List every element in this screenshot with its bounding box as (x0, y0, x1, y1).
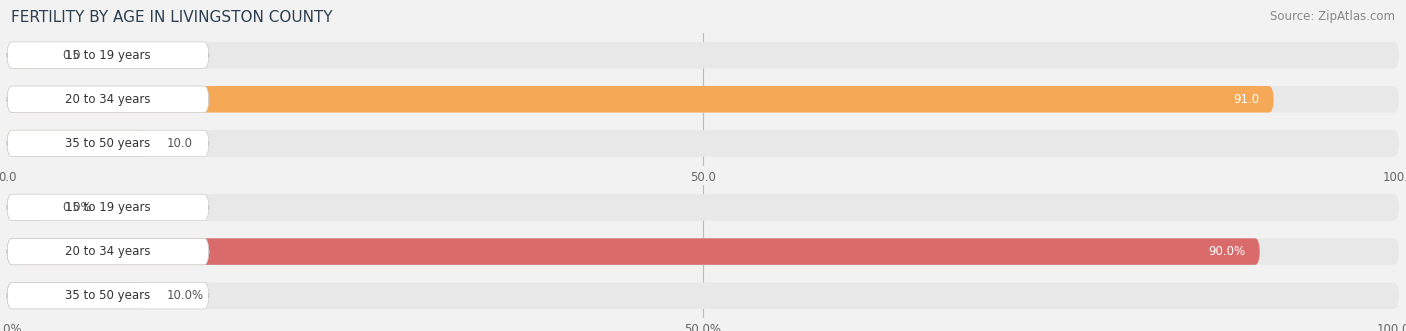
FancyBboxPatch shape (7, 238, 209, 265)
Text: 0.0: 0.0 (63, 49, 82, 62)
FancyBboxPatch shape (7, 42, 209, 69)
FancyBboxPatch shape (7, 130, 146, 157)
FancyBboxPatch shape (7, 282, 146, 309)
FancyBboxPatch shape (7, 42, 1399, 69)
FancyBboxPatch shape (7, 282, 1399, 309)
FancyBboxPatch shape (7, 86, 1274, 113)
Text: FERTILITY BY AGE IN LIVINGSTON COUNTY: FERTILITY BY AGE IN LIVINGSTON COUNTY (11, 10, 333, 25)
FancyBboxPatch shape (7, 238, 1260, 265)
Text: 0.0%: 0.0% (63, 201, 93, 214)
FancyBboxPatch shape (7, 282, 209, 309)
FancyBboxPatch shape (7, 238, 1399, 265)
FancyBboxPatch shape (7, 130, 1399, 157)
FancyBboxPatch shape (7, 86, 1399, 113)
Text: 90.0%: 90.0% (1209, 245, 1246, 258)
Text: 15 to 19 years: 15 to 19 years (65, 201, 150, 214)
FancyBboxPatch shape (7, 42, 42, 69)
FancyBboxPatch shape (7, 86, 209, 113)
Text: 35 to 50 years: 35 to 50 years (65, 289, 150, 302)
Text: 10.0%: 10.0% (167, 289, 204, 302)
Text: 15 to 19 years: 15 to 19 years (65, 49, 150, 62)
Text: Source: ZipAtlas.com: Source: ZipAtlas.com (1270, 10, 1395, 23)
FancyBboxPatch shape (7, 194, 209, 221)
FancyBboxPatch shape (7, 194, 1399, 221)
Text: 91.0: 91.0 (1233, 93, 1260, 106)
Text: 10.0: 10.0 (167, 137, 193, 150)
Text: 20 to 34 years: 20 to 34 years (65, 245, 150, 258)
Text: 35 to 50 years: 35 to 50 years (65, 137, 150, 150)
Text: 20 to 34 years: 20 to 34 years (65, 93, 150, 106)
FancyBboxPatch shape (7, 130, 209, 157)
FancyBboxPatch shape (7, 194, 42, 221)
